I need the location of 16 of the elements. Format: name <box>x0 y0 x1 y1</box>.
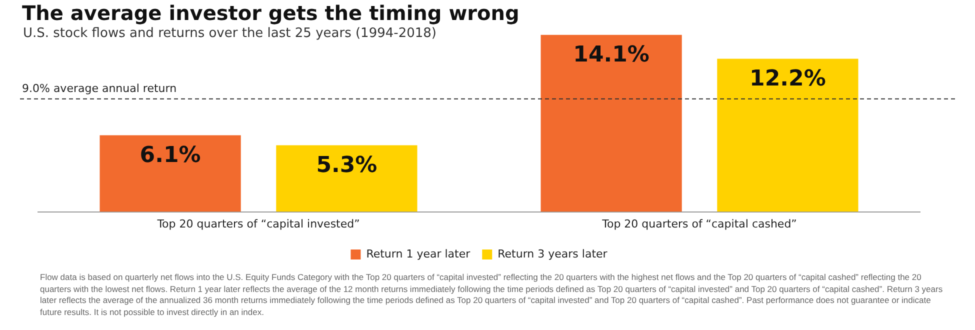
chart-title: The average investor gets the timing wrong <box>22 1 520 25</box>
bar <box>100 135 241 212</box>
bar <box>276 145 418 212</box>
bar <box>717 58 858 212</box>
chart-subtitle: U.S. stock flows and returns over the last 25 years (1994-2018) <box>23 26 436 41</box>
x-tick-label: Top 20 quarters of “capital cashed” <box>601 217 797 230</box>
legend-label: Return 1 year later <box>366 247 471 260</box>
data-label: 12.2% <box>750 66 826 92</box>
text: Flow data is based on quarterly net flows into the U.S. Equity Funds Category with the Top 20 quarters of “capital invested” reflecting the 20 quarters with the highest net flows and the Top 20 quarters of “capital cashed” reflecting the 20 quarters with the lowest net flows. Return 1 year later reflects the average of the 12 month returns immediately following the time periods defined as Top 20 quarters of “capital invested” and Top 20 quarters of “capital cashed”. Return 3 years later reflects the average of the annualized 36 month returns immediately following the time periods defined as Top 20 quarters of “capital invested” and Top 20 quarters of “capital cashed”. Past performance does not guarantee or indicate future results. It is not possible to invest directly in an index. <box>40 272 944 318</box>
legend-label: Return 3 years later <box>498 247 608 260</box>
bar <box>540 34 682 212</box>
data-label: 6.1% <box>140 142 201 168</box>
data-label: 5.3% <box>316 153 378 178</box>
data-label: 14.1% <box>573 42 650 68</box>
x-tick-label: Top 20 quarters of “capital invested” <box>156 217 360 230</box>
ref-line-label: 9.0% average annual return <box>22 82 177 96</box>
